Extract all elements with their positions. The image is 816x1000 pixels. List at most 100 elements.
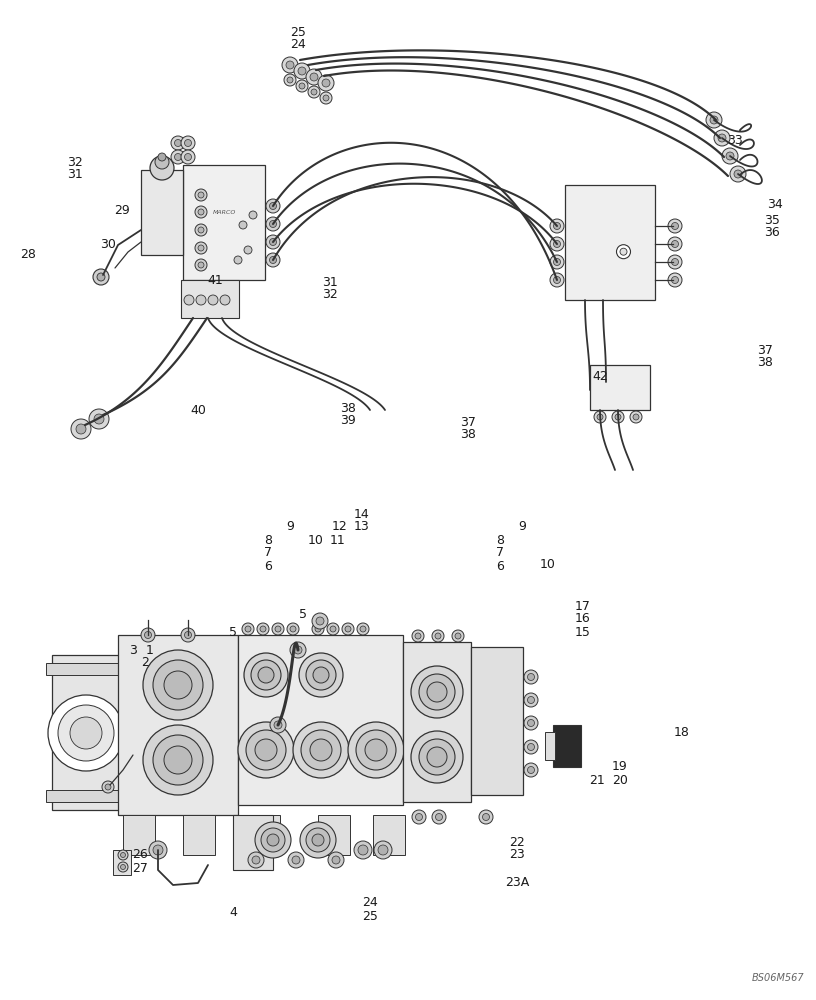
- Text: 10: 10: [308, 534, 324, 546]
- Text: 21: 21: [589, 774, 605, 786]
- Bar: [565, 185, 655, 300]
- Circle shape: [306, 69, 322, 85]
- Bar: [373, 815, 405, 855]
- Text: 14: 14: [354, 508, 370, 520]
- Circle shape: [412, 810, 426, 824]
- Circle shape: [714, 130, 730, 146]
- Circle shape: [248, 852, 264, 868]
- Bar: [238, 635, 403, 805]
- Circle shape: [195, 242, 207, 254]
- Text: 22: 22: [509, 836, 525, 848]
- Text: 6: 6: [264, 560, 272, 572]
- Circle shape: [323, 95, 329, 101]
- Circle shape: [524, 716, 538, 730]
- Text: 29: 29: [114, 204, 130, 217]
- Bar: [141, 170, 183, 255]
- Circle shape: [524, 763, 538, 777]
- Bar: [118, 635, 238, 815]
- Text: 42: 42: [592, 370, 608, 383]
- Circle shape: [419, 674, 455, 710]
- Circle shape: [706, 112, 722, 128]
- Circle shape: [164, 671, 192, 699]
- Text: 9: 9: [286, 520, 294, 534]
- Circle shape: [290, 642, 306, 658]
- Circle shape: [261, 828, 285, 852]
- Circle shape: [327, 623, 339, 635]
- Text: 19: 19: [612, 760, 628, 774]
- Circle shape: [270, 717, 286, 733]
- Bar: [181, 280, 239, 318]
- Circle shape: [290, 626, 296, 632]
- Circle shape: [198, 192, 204, 198]
- Circle shape: [245, 626, 251, 632]
- Circle shape: [313, 667, 329, 683]
- Circle shape: [722, 148, 738, 164]
- Circle shape: [143, 650, 213, 720]
- Circle shape: [597, 414, 603, 420]
- Circle shape: [255, 739, 277, 761]
- Circle shape: [153, 660, 203, 710]
- Text: 5: 5: [229, 626, 237, 639]
- Text: 37: 37: [757, 344, 773, 357]
- Text: 38: 38: [340, 401, 356, 414]
- Text: 33: 33: [727, 133, 743, 146]
- Circle shape: [171, 136, 185, 150]
- Circle shape: [734, 170, 742, 178]
- Circle shape: [620, 248, 627, 255]
- Circle shape: [527, 766, 534, 774]
- Circle shape: [330, 626, 336, 632]
- Circle shape: [550, 219, 564, 233]
- Text: 38: 38: [460, 428, 476, 442]
- Bar: [52, 655, 120, 810]
- Circle shape: [252, 856, 260, 864]
- Text: 7: 7: [496, 546, 504, 560]
- Text: 24: 24: [290, 38, 306, 51]
- Circle shape: [306, 828, 330, 852]
- Circle shape: [348, 722, 404, 778]
- Circle shape: [294, 63, 310, 79]
- Circle shape: [158, 153, 166, 161]
- Circle shape: [266, 217, 280, 231]
- Circle shape: [269, 238, 277, 245]
- Bar: [183, 165, 265, 280]
- Bar: [46, 790, 126, 802]
- Text: 38: 38: [757, 357, 773, 369]
- Bar: [233, 815, 273, 870]
- Text: 31: 31: [67, 168, 83, 182]
- Circle shape: [121, 852, 126, 857]
- Text: 9: 9: [518, 520, 526, 534]
- Circle shape: [198, 245, 204, 251]
- Bar: [545, 732, 555, 760]
- Circle shape: [668, 255, 682, 269]
- Circle shape: [195, 259, 207, 271]
- Circle shape: [524, 670, 538, 684]
- Circle shape: [432, 630, 444, 642]
- Circle shape: [266, 253, 280, 267]
- Circle shape: [97, 273, 105, 281]
- Bar: [46, 663, 126, 675]
- Text: 25: 25: [290, 25, 306, 38]
- Circle shape: [269, 256, 277, 263]
- Text: 26: 26: [132, 848, 148, 861]
- Circle shape: [288, 852, 304, 868]
- Text: 11: 11: [330, 534, 346, 546]
- Circle shape: [198, 262, 204, 268]
- Bar: [553, 725, 581, 767]
- Circle shape: [257, 623, 269, 635]
- Text: 20: 20: [612, 774, 628, 786]
- Circle shape: [672, 276, 678, 284]
- Circle shape: [267, 834, 279, 846]
- Circle shape: [181, 628, 195, 642]
- Text: 8: 8: [496, 534, 504, 546]
- Circle shape: [266, 235, 280, 249]
- Circle shape: [198, 227, 204, 233]
- Circle shape: [93, 269, 109, 285]
- Circle shape: [411, 666, 463, 718]
- Text: 30: 30: [100, 238, 116, 251]
- Circle shape: [121, 864, 126, 869]
- Text: 39: 39: [340, 414, 356, 428]
- Circle shape: [615, 414, 621, 420]
- Bar: [471, 647, 523, 795]
- Text: 7: 7: [264, 546, 272, 560]
- Circle shape: [419, 739, 455, 775]
